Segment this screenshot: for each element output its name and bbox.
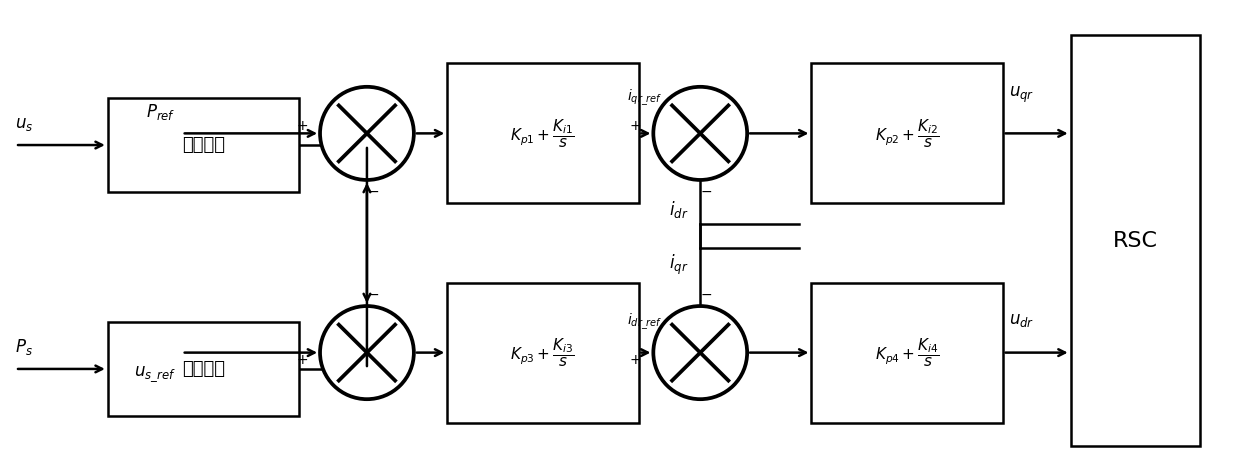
Text: 惯性环节: 惯性环节 [182,360,224,378]
Text: $u_{dr}$: $u_{dr}$ [1009,312,1034,329]
Text: $u_s$: $u_s$ [15,115,33,134]
Text: $i_{dr\_ref}$: $i_{dr\_ref}$ [627,311,662,332]
Text: $i_{qr}$: $i_{qr}$ [668,253,688,277]
Bar [108,98,299,192]
Text: $P_s$: $P_s$ [15,337,33,357]
Text: +: + [630,353,641,367]
Text: −: − [367,287,379,302]
Text: +: + [630,119,641,134]
Text: $K_{p1}+\dfrac{K_{i1}}{s}$: $K_{p1}+\dfrac{K_{i1}}{s}$ [511,117,575,150]
Ellipse shape [653,87,748,180]
Text: RSC: RSC [1112,231,1158,251]
Text: −: − [701,287,712,302]
Bar [448,63,639,203]
Ellipse shape [653,306,748,399]
Text: $i_{qr\_ref}$: $i_{qr\_ref}$ [627,87,662,108]
Bar [108,322,299,415]
Ellipse shape [320,306,414,399]
Bar [448,283,639,422]
Text: $K_{p3}+\dfrac{K_{i3}}{s}$: $K_{p3}+\dfrac{K_{i3}}{s}$ [511,337,575,369]
Text: $i_{dr}$: $i_{dr}$ [668,199,688,219]
Text: +: + [296,353,308,367]
Ellipse shape [320,87,414,180]
Text: $P_{ref}$: $P_{ref}$ [146,102,176,122]
Text: +: + [296,119,308,134]
Text: −: − [701,185,712,199]
Text: $K_{p2}+\dfrac{K_{i2}}{s}$: $K_{p2}+\dfrac{K_{i2}}{s}$ [874,117,940,150]
Text: $K_{p4}+\dfrac{K_{i4}}{s}$: $K_{p4}+\dfrac{K_{i4}}{s}$ [874,337,940,369]
Text: 惯性环节: 惯性环节 [182,136,224,154]
Bar [1070,35,1200,446]
Bar [811,283,1003,422]
Text: $u_{s\_ref}$: $u_{s\_ref}$ [134,364,176,384]
Text: −: − [367,185,379,199]
Text: $u_{qr}$: $u_{qr}$ [1009,85,1034,105]
Bar [811,63,1003,203]
